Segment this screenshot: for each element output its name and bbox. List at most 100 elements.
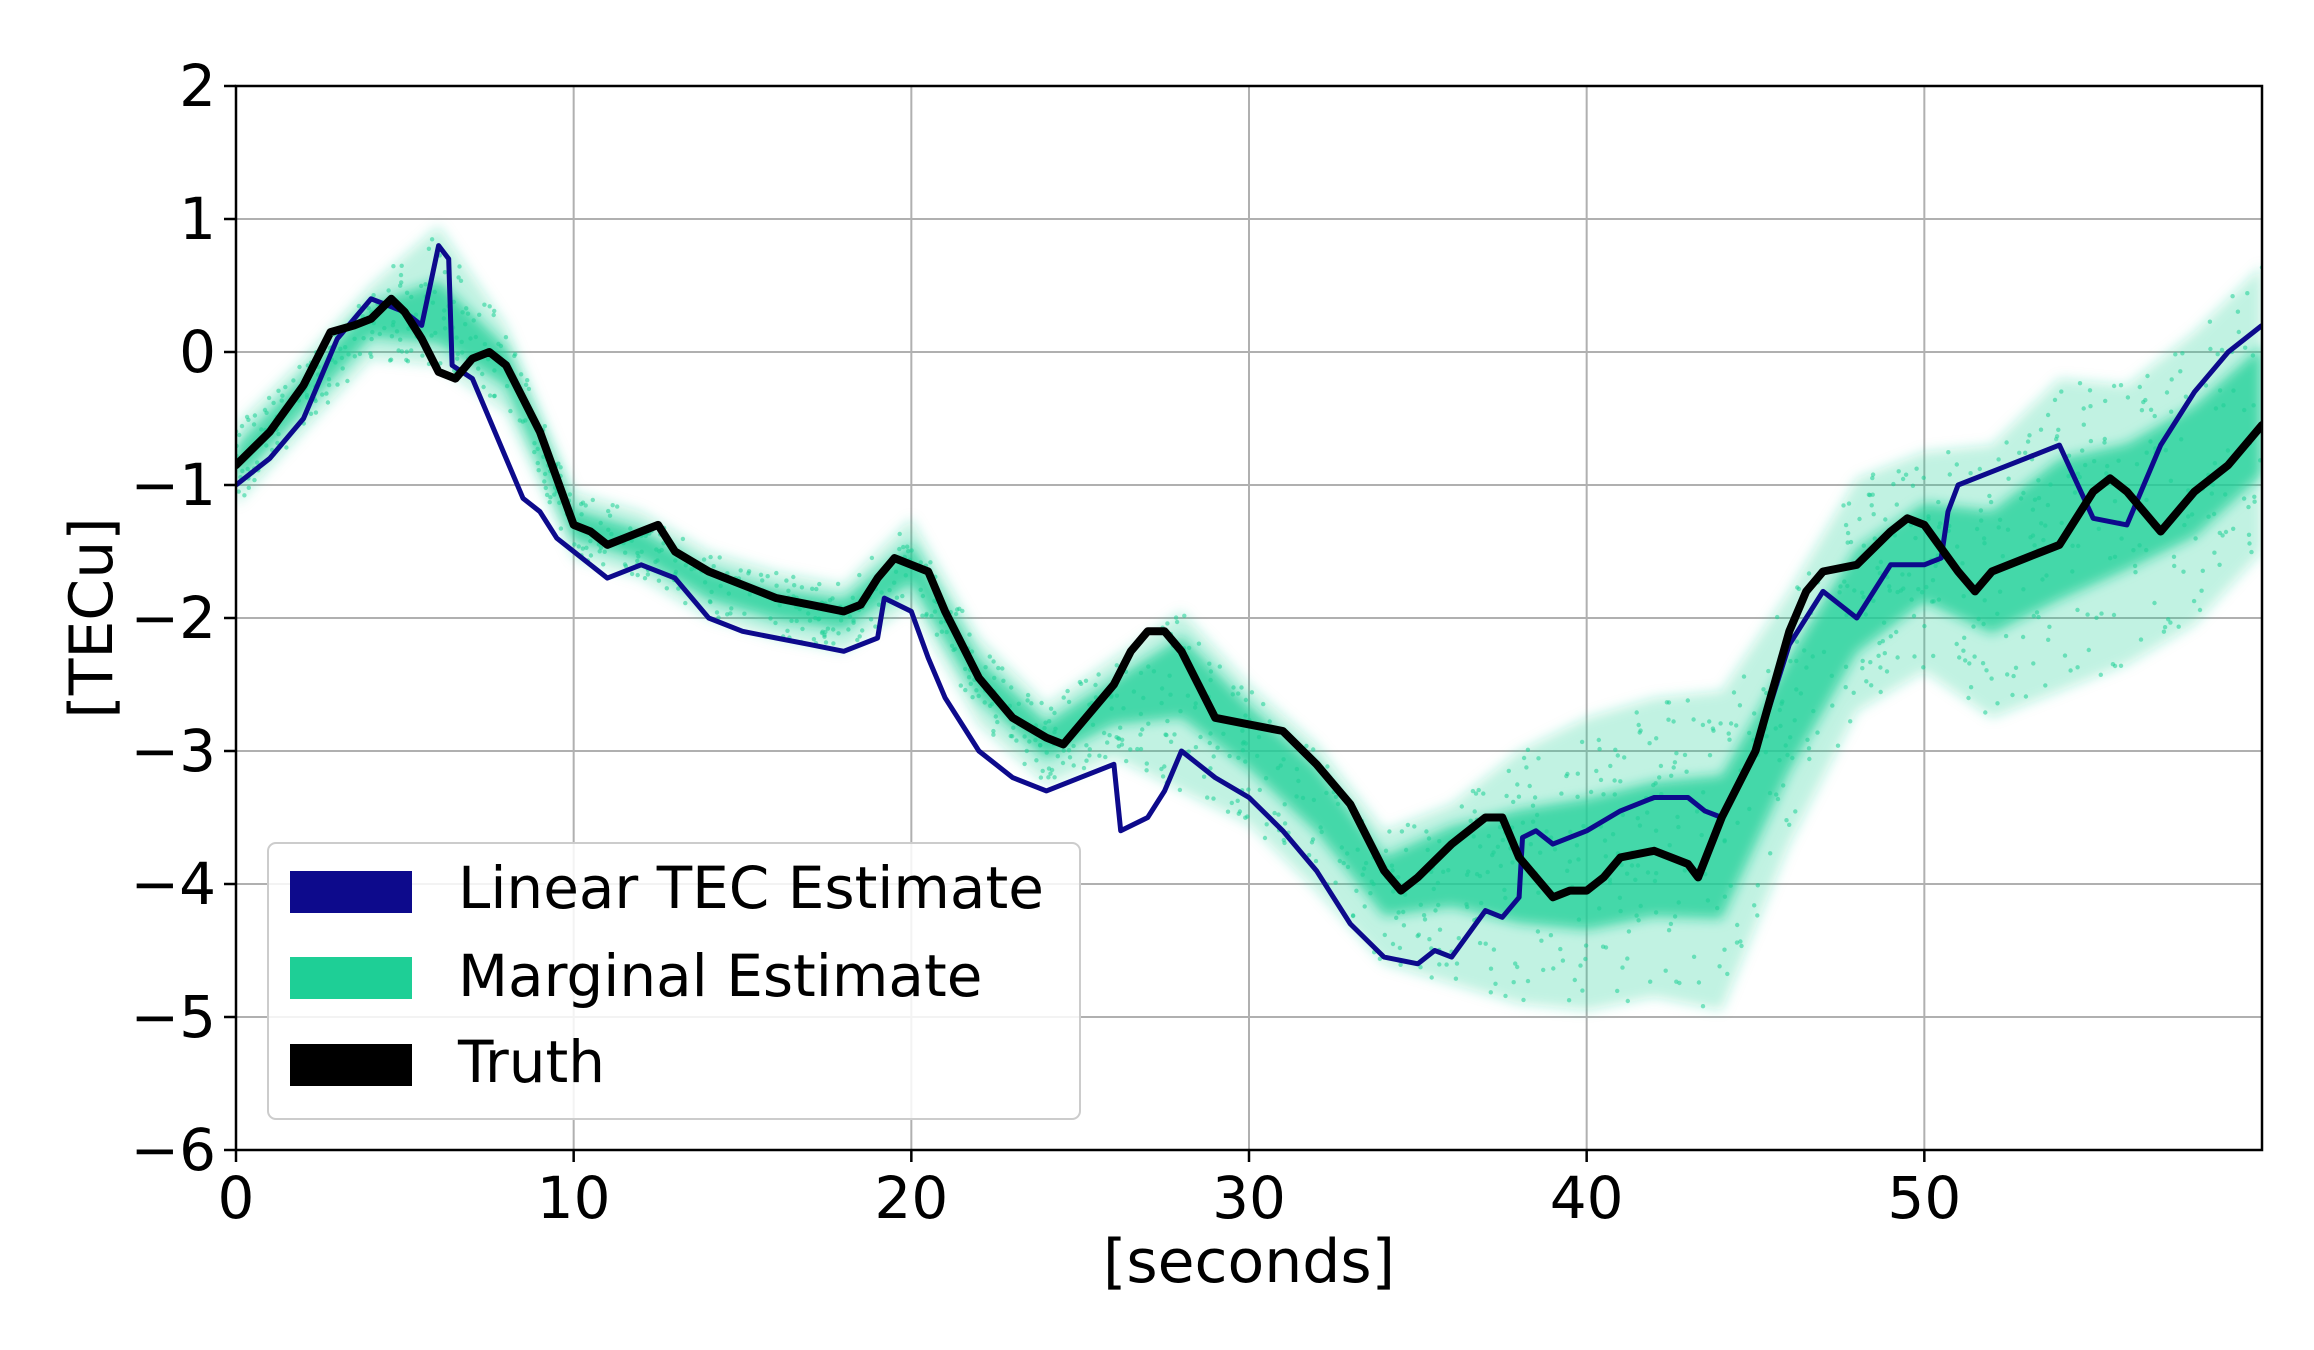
marginal-sample-dot [1843,522,1849,528]
marginal-sample-dot [1339,845,1345,850]
marginal-sample-dot [2087,388,2093,393]
marginal-sample-dot [1135,746,1140,752]
marginal-sample-dot [1047,719,1052,724]
marginal-sample-dot [2148,407,2154,412]
marginal-sample-dot [1880,639,1886,644]
marginal-sample-dot [2137,543,2142,548]
marginal-sample-dot [2081,406,2086,411]
marginal-sample-dot [1594,768,1599,774]
marginal-sample-dot [1674,751,1679,756]
marginal-sample-dot [1503,895,1508,901]
marginal-sample-dot [635,550,640,556]
marginal-sample-dot [2102,436,2107,442]
marginal-sample-dot [1237,809,1243,814]
marginal-sample-dot [252,477,257,483]
marginal-sample-dot [2163,448,2168,453]
marginal-sample-dot [1734,723,1739,728]
marginal-sample-dot [1576,857,1581,862]
marginal-sample-dot [1196,641,1202,646]
marginal-sample-dot [426,246,432,251]
marginal-sample-dot [2041,537,2046,543]
marginal-sample-dot [1500,837,1506,843]
y-tick-label: 0 [179,318,216,386]
marginal-sample-dot [920,613,925,618]
marginal-sample-dot [1691,954,1697,959]
marginal-sample-dot [2043,683,2048,688]
marginal-sample-dot [1146,721,1151,726]
marginal-sample-dot [2070,569,2075,574]
marginal-sample-dot [1395,875,1401,880]
marginal-sample-dot [939,629,945,634]
marginal-sample-dot [1578,963,1583,968]
marginal-sample-dot [2031,613,2037,619]
marginal-sample-dot [791,574,796,580]
marginal-sample-dot [2231,388,2236,393]
marginal-sample-dot [920,593,926,599]
marginal-sample-dot [2144,450,2149,455]
marginal-sample-dot [1596,737,1602,743]
marginal-sample-dot [905,544,910,549]
marginal-sample-dot [313,410,319,415]
marginal-sample-dot [371,293,376,298]
marginal-sample-dot [492,308,497,314]
marginal-sample-dot [683,600,688,606]
marginal-sample-dot [1559,791,1564,796]
marginal-sample-dot [2186,514,2191,519]
legend-label-linear: Linear TEC Estimate [458,854,1044,922]
marginal-sample-dot [1042,725,1047,731]
marginal-sample-dot [567,492,573,497]
marginal-sample-dot [1477,940,1483,946]
marginal-sample-dot [838,618,844,623]
marginal-sample-dot [1282,821,1288,826]
marginal-sample-dot [2011,673,2016,679]
marginal-sample-dot [1995,701,2000,706]
marginal-sample-dot [746,571,751,576]
marginal-sample-dot [2209,491,2214,496]
marginal-sample-dot [918,587,923,592]
marginal-sample-dot [409,348,414,353]
marginal-sample-dot [1215,745,1220,750]
marginal-sample-dot [409,294,414,300]
marginal-sample-dot [1426,836,1432,841]
marginal-sample-dot [2173,352,2178,357]
marginal-sample-dot [1138,711,1144,717]
marginal-sample-dot [1763,750,1769,755]
marginal-sample-dot [1602,838,1608,843]
marginal-sample-dot [1989,676,1994,681]
marginal-sample-dot [1715,905,1720,911]
marginal-sample-dot [1869,503,1874,508]
marginal-sample-dot [1612,778,1617,783]
marginal-sample-dot [2005,672,2010,677]
marginal-sample-dot [1795,585,1800,590]
marginal-sample-dot [1722,947,1727,952]
marginal-sample-dot [1527,783,1532,789]
marginal-sample-dot [1792,718,1797,723]
marginal-sample-dot [903,573,908,578]
marginal-sample-dot [676,586,681,591]
marginal-sample-dot [496,341,501,347]
marginal-sample-dot [1043,720,1048,725]
marginal-sample-dot [774,570,779,576]
marginal-sample-dot [1575,794,1580,799]
marginal-sample-dot [1701,790,1706,795]
marginal-sample-dot [1418,965,1423,970]
marginal-sample-dot [799,585,805,590]
marginal-sample-dot [800,626,805,632]
marginal-sample-dot [343,345,348,350]
marginal-sample-dot [389,334,395,339]
marginal-sample-dot [1843,685,1848,690]
marginal-sample-dot [929,613,934,619]
marginal-sample-dot [465,311,471,316]
marginal-sample-dot [831,627,836,632]
marginal-sample-dot [2070,543,2075,548]
marginal-sample-dot [1435,880,1441,886]
marginal-sample-dot [1996,457,2001,462]
marginal-sample-dot [1747,730,1752,736]
marginal-sample-dot [291,378,296,383]
marginal-sample-dot [366,306,371,311]
marginal-sample-dot [1972,654,1977,659]
marginal-sample-dot [2145,373,2150,379]
marginal-sample-dot [1296,778,1301,784]
marginal-sample-dot [1243,759,1248,764]
marginal-sample-dot [797,606,802,612]
